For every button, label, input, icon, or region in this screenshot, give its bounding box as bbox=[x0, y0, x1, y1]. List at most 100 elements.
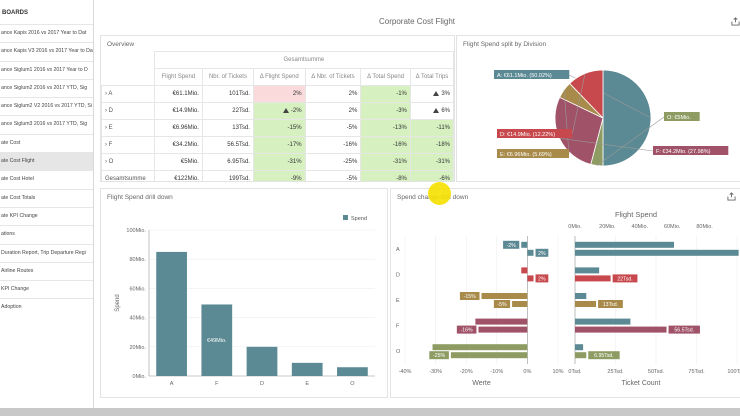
y-tick-label: F bbox=[396, 324, 400, 330]
change-bar bbox=[527, 249, 534, 256]
table-cell: €5Mio. bbox=[153, 153, 203, 171]
export-icon[interactable] bbox=[731, 17, 740, 26]
spend-bar bbox=[575, 293, 587, 299]
pie-label-box bbox=[664, 112, 700, 121]
sidebar-item[interactable]: ance Siglum2 V2 2016 vs 2017 YTD, Si bbox=[0, 97, 93, 115]
x-tick-label: E bbox=[305, 381, 309, 387]
column-header[interactable]: Flight Spend bbox=[153, 68, 203, 86]
bottom-tick-label: 25Tsd. bbox=[607, 369, 624, 375]
sidebar-item[interactable]: Adoption bbox=[0, 298, 93, 316]
sidebar-item[interactable]: ate Cost bbox=[0, 133, 93, 152]
cell-value: -5% bbox=[346, 176, 358, 182]
y-tick-label: 60Mio. bbox=[129, 286, 146, 292]
table-row: › D €14.9Mio. 22Tsd. -2% 2% -3% 6% bbox=[101, 102, 454, 120]
sidebar-item[interactable]: KPI Change bbox=[0, 280, 93, 298]
x-tick-label: D bbox=[260, 381, 264, 387]
top-tick-label: 0Mio. bbox=[568, 224, 582, 230]
pie-leader-line bbox=[559, 137, 654, 152]
change-label: 2% bbox=[538, 276, 546, 282]
pie-leader-line bbox=[563, 89, 570, 155]
table-cell: -2% bbox=[252, 102, 306, 120]
column-header[interactable]: Δ Total Spend bbox=[360, 68, 411, 86]
column-header[interactable]: Δ Nbr. of Tickets bbox=[304, 68, 362, 86]
pie-label: D: €14.9Mio. (12.22%) bbox=[500, 132, 555, 138]
mouse-cursor-highlight bbox=[428, 182, 451, 205]
sidebar-item[interactable]: ate Cost Hotel bbox=[0, 170, 93, 188]
sidebar-item[interactable]: Airline Routes bbox=[0, 261, 93, 280]
bar bbox=[156, 251, 187, 376]
sidebar-list: ance Kapis 2016 vs 2017 Year to Dat ance … bbox=[0, 24, 93, 317]
sidebar-item[interactable]: ance Kapis V3 2016 vs 2017 Year to Da bbox=[0, 42, 93, 60]
cell-value: -16% bbox=[343, 142, 358, 148]
sidebar-item[interactable]: ations bbox=[0, 225, 93, 243]
cell-value: -13% bbox=[392, 125, 407, 131]
sidebar-item[interactable]: ate KPI Change bbox=[0, 206, 93, 225]
table-cell: -9% bbox=[252, 170, 306, 181]
bar-title: Flight Spend drill down bbox=[107, 194, 173, 201]
change-bar bbox=[450, 352, 528, 359]
bottom-tick-label: 100Tsd. bbox=[727, 369, 740, 375]
table-cell: -31% bbox=[252, 153, 306, 171]
change-label: 2% bbox=[538, 251, 546, 257]
cell-value: 2% bbox=[348, 108, 358, 114]
table-cell: 56.5Tsd. bbox=[201, 136, 254, 154]
cell-value: €6.96Mio. bbox=[172, 125, 199, 131]
x-tick-label: 10% bbox=[552, 369, 563, 375]
column-header[interactable]: Δ Flight Spend bbox=[252, 68, 306, 86]
top-tick-label: 20Mio. bbox=[599, 224, 616, 230]
row-header[interactable]: Gesamtsumme bbox=[101, 170, 155, 181]
column-header[interactable]: Δ Total Trips bbox=[409, 68, 454, 86]
table-cell: 13Tsd. bbox=[201, 119, 254, 137]
y-tick-label: A bbox=[396, 247, 400, 253]
sidebar-item[interactable]: ance Kapis 2016 vs 2017 Year to Dat bbox=[0, 24, 93, 42]
row-header[interactable]: › F bbox=[101, 136, 155, 154]
right-x-axis-label: Ticket Count bbox=[621, 380, 660, 387]
cell-value: -2% bbox=[290, 108, 302, 115]
change-label: -25% bbox=[433, 353, 445, 359]
change-bar bbox=[481, 293, 528, 299]
dashboard-main: Corporate Cost Flight Overview Gesamtsum… bbox=[94, 0, 740, 408]
table-cell: 6.95Tsd. bbox=[201, 153, 254, 171]
top-tick-label: 60Mio. bbox=[664, 224, 681, 230]
table-cell: 101Tsd. bbox=[201, 85, 254, 103]
sidebar-item[interactable]: Duration Report, Trip Departure Regi bbox=[0, 243, 93, 262]
cell-value: €5Mio. bbox=[180, 159, 199, 165]
bar bbox=[291, 362, 323, 376]
panel-export-icon[interactable] bbox=[727, 192, 736, 201]
sidebar-item[interactable]: ance Siglum1 2016 vs 2017 Year to D bbox=[0, 60, 93, 79]
cell-value: €61.1Mio. bbox=[172, 91, 199, 97]
ticket-bar bbox=[575, 352, 587, 359]
sidebar-item[interactable]: ance Siglum3 2016 vs 2017 YTD, Sig bbox=[0, 115, 93, 133]
y-axis-label: Spend bbox=[115, 294, 121, 311]
change-bar bbox=[475, 318, 528, 325]
y-tick-label: O bbox=[396, 349, 401, 355]
y-tick-label: 20Mio. bbox=[129, 345, 146, 351]
pie-label: O: €5Mio. bbox=[667, 115, 691, 121]
row-header[interactable]: › A bbox=[101, 85, 155, 103]
row-header[interactable]: › D bbox=[101, 102, 155, 120]
x-tick-label: -40% bbox=[399, 369, 412, 375]
pie-label-box bbox=[494, 70, 570, 79]
legend-label: Spend bbox=[351, 216, 367, 222]
cell-value: -16% bbox=[392, 142, 407, 148]
x-tick-label: 0% bbox=[523, 369, 531, 375]
cell-value: -25% bbox=[343, 159, 358, 165]
cell-value: 199Tsd. bbox=[228, 176, 250, 182]
sidebar-item[interactable]: ate Cost Totals bbox=[0, 188, 93, 207]
bottom-scrollbar[interactable] bbox=[0, 408, 740, 416]
sidebar-item[interactable]: ate Cost Flight bbox=[0, 152, 93, 171]
pie-leader-line bbox=[596, 116, 665, 166]
spend-change-chart: -40% -30% -20% -10% 0% 10% Werte A -2% 2% D 2% E -15%… bbox=[396, 210, 740, 387]
y-tick-label: 40Mio. bbox=[129, 316, 146, 322]
legend-swatch bbox=[343, 215, 348, 220]
change-bar bbox=[527, 275, 534, 282]
row-header[interactable]: › O bbox=[101, 153, 155, 171]
pie-label-box bbox=[497, 129, 573, 138]
ticket-label-box bbox=[668, 325, 700, 334]
column-header[interactable]: Nbr. of Tickets bbox=[201, 68, 254, 86]
pie-panel: Flight Spend split by Division A: €61.1M… bbox=[456, 35, 740, 182]
ticket-label-box bbox=[612, 274, 638, 283]
sidebar-item[interactable]: ance Siglum2 2016 vs 2017 YTD, Sig bbox=[0, 78, 93, 97]
table-cell: -3% bbox=[360, 102, 411, 120]
row-header[interactable]: › E bbox=[101, 119, 155, 137]
